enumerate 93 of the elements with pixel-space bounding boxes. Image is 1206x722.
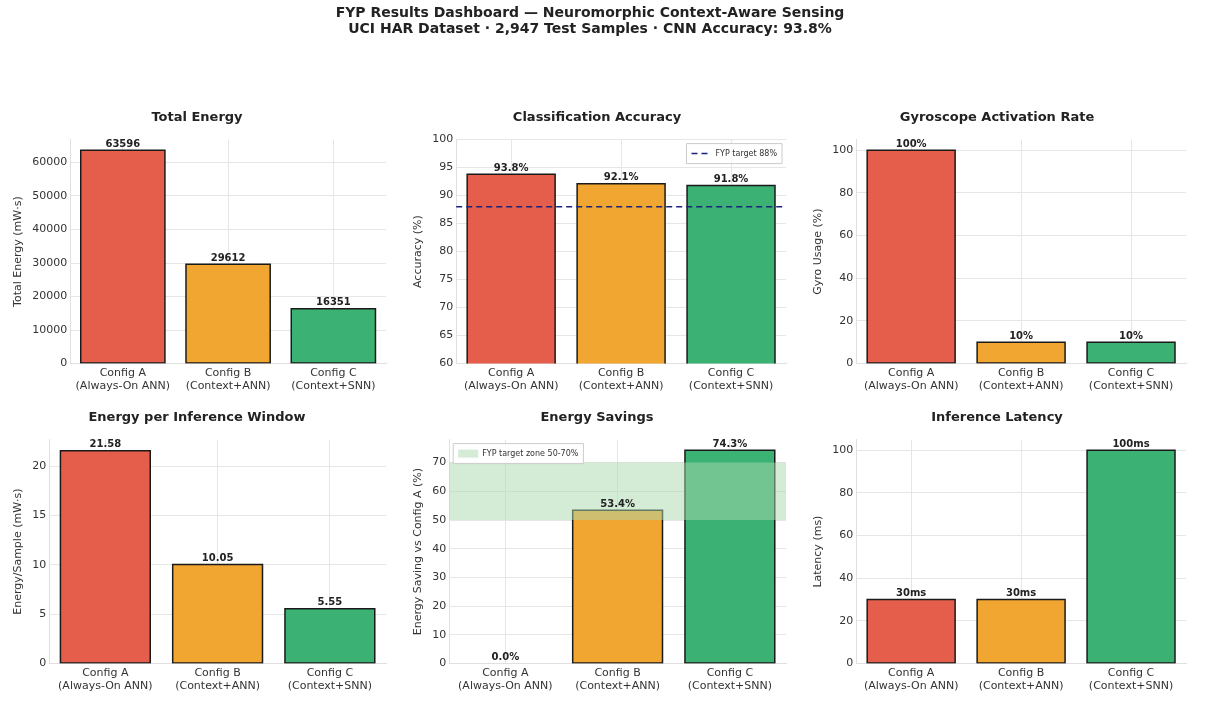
data-label: 16351: [315, 296, 351, 308]
y-tick-label: 0: [846, 356, 854, 370]
data-label: 5.55: [317, 596, 343, 608]
y-tick-label: 0: [39, 656, 47, 670]
y-tick-label: 20: [839, 613, 854, 627]
data-label: 0.0%: [491, 651, 520, 663]
y-tick-label: 100: [832, 443, 854, 457]
y-tick-label: 20000: [32, 289, 68, 303]
data-label: 29612: [210, 251, 246, 263]
x-tick-label: Config B (Context+ANN): [978, 666, 1064, 693]
y-tick-label: 80: [839, 485, 854, 499]
x-tick-label: Config A (Always-On ANN): [863, 366, 959, 393]
y-tick-label: 30: [432, 570, 447, 584]
y-tick-label: 65: [439, 328, 454, 342]
y-tick-label: 0: [439, 656, 447, 670]
data-label: 10.05: [201, 552, 234, 564]
data-label: 91.8%: [713, 173, 749, 185]
data-label: 53.4%: [600, 497, 635, 509]
y-tick-label: 10: [32, 557, 47, 571]
y-tick-label: 60: [839, 228, 854, 242]
y-tick-label: 60: [439, 356, 454, 370]
y-tick-label: 60000: [32, 155, 68, 169]
y-tick-label: 70: [439, 300, 454, 314]
x-tick-label: Config C (Context+SNN): [287, 666, 373, 693]
y-tick-label: 60: [839, 528, 854, 542]
chart-title: Classification Accuracy: [512, 109, 682, 125]
chart-title: Energy per Inference Window: [88, 409, 306, 425]
data-label: 100ms: [1112, 437, 1150, 449]
y-tick-label: 30000: [32, 255, 68, 269]
y-tick-label: 0: [846, 656, 854, 670]
x-tick-label: Config C (Context+SNN): [688, 366, 774, 393]
y-tick-label: 80: [439, 244, 454, 258]
y-axis-title: Accuracy (%): [411, 215, 425, 288]
y-tick-label: 100: [432, 132, 454, 146]
data-label: 63596: [105, 137, 141, 149]
y-tick-label: 15: [32, 508, 47, 522]
y-tick-label: 100: [832, 143, 854, 157]
legend-label: FYP target 88%: [715, 148, 778, 158]
x-tick-label: Config A (Always-On ANN): [863, 666, 959, 693]
y-tick-label: 20: [839, 313, 854, 327]
data-label: 10%: [1119, 329, 1143, 341]
data-label: 74.3%: [712, 437, 748, 449]
x-tick-label: Config B (Context+ANN): [575, 666, 661, 693]
y-tick-label: 0: [60, 356, 68, 370]
x-tick-label: Config A (Always-On ANN): [58, 666, 153, 693]
x-tick-label: Config C (Context+SNN): [687, 666, 773, 693]
chart-title: Energy Savings: [540, 409, 654, 425]
x-tick-label: Config B (Context+ANN): [185, 366, 271, 393]
y-tick-label: 40: [839, 271, 854, 285]
x-tick-label: Config A (Always-On ANN): [458, 666, 553, 693]
x-tick-label: Config C (Context+SNN): [291, 366, 376, 393]
y-axis-title: Gyro Usage (%): [811, 208, 825, 295]
data-label: 100%: [895, 137, 927, 149]
y-tick-label: 20: [32, 459, 47, 473]
x-tick-label: Config B (Context+ANN): [978, 366, 1064, 393]
y-tick-label: 40000: [32, 222, 68, 236]
y-tick-label: 70: [432, 455, 447, 469]
y-tick-label: 50000: [32, 188, 68, 202]
data-label: 30ms: [1005, 587, 1037, 599]
y-tick-label: 5: [39, 607, 47, 621]
y-axis-title: Latency (ms): [811, 515, 825, 588]
data-label: 10%: [1009, 329, 1034, 341]
y-tick-label: 85: [439, 216, 454, 230]
x-tick-label: Config C (Context+SNN): [1088, 666, 1174, 693]
chart-title: Total Energy: [151, 109, 244, 125]
data-label: 30ms: [896, 587, 927, 599]
y-tick-label: 10: [432, 627, 447, 641]
y-axis-title: Energy Saving vs Config A (%): [411, 467, 425, 636]
text: FYP Results Dashboard — Neuromorphic Context-Aware Sensing: [334, 4, 846, 20]
y-tick-label: 75: [439, 272, 454, 286]
y-axis-title: Total Energy (mW·s): [11, 196, 25, 308]
x-tick-label: Config A (Always-On ANN): [463, 366, 559, 393]
y-tick-label: 80: [839, 185, 854, 199]
y-tick-label: 50: [432, 512, 447, 526]
y-tick-label: 40: [839, 571, 854, 585]
chart-title: Inference Latency: [931, 409, 1064, 425]
y-tick-label: 95: [439, 160, 454, 174]
text: UCI HAR Dataset · 2,947 Test Samples · CNN Accuracy: 93.8%: [347, 20, 833, 36]
x-tick-label: Config C (Context+SNN): [1088, 366, 1174, 393]
y-tick-label: 10000: [32, 322, 68, 336]
data-label: 93.8%: [493, 161, 529, 173]
chart-title: Gyroscope Activation Rate: [899, 109, 1095, 125]
y-tick-label: 60: [432, 484, 447, 498]
data-label: 92.1%: [603, 171, 639, 183]
legend-label: FYP target zone 50-70%: [482, 448, 579, 458]
y-axis-title: Energy/Sample (mW·s): [11, 488, 25, 615]
x-tick-label: Config A (Always-On ANN): [75, 366, 171, 393]
y-tick-label: 20: [432, 599, 447, 613]
y-tick-label: 40: [432, 541, 447, 555]
y-tick-label: 90: [439, 188, 454, 202]
x-tick-label: Config B (Context+ANN): [175, 666, 261, 693]
x-tick-label: Config B (Context+ANN): [578, 366, 664, 393]
data-label: 21.58: [89, 438, 122, 450]
